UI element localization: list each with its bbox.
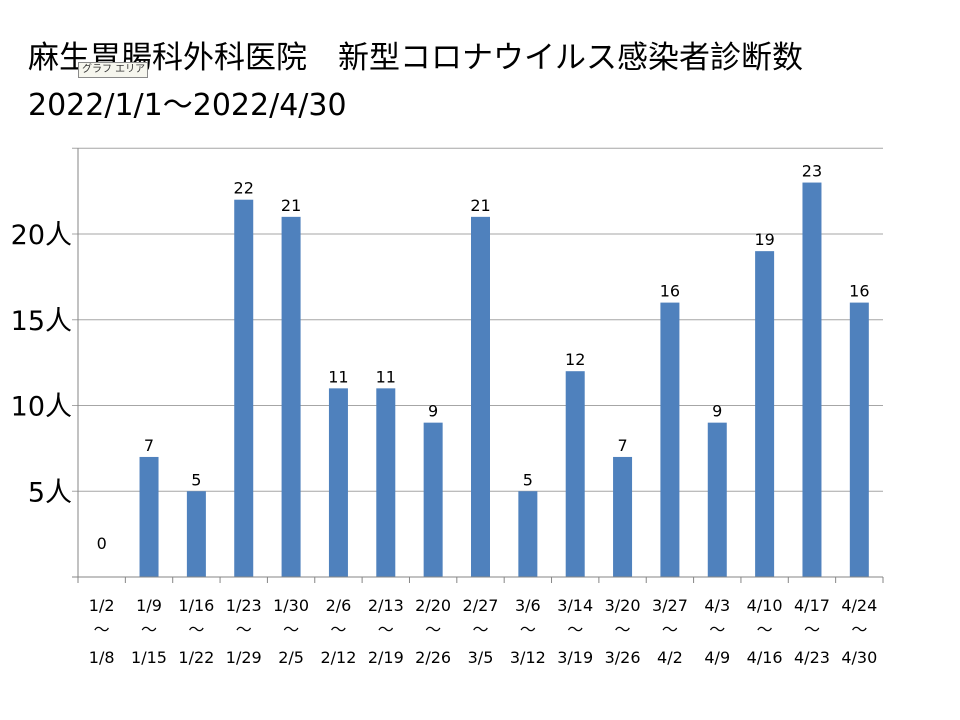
x-label-start: 4/17	[794, 596, 830, 615]
y-axis-labels: 5人 10人 15人 20人	[11, 220, 72, 508]
bar	[707, 422, 727, 577]
x-label-end: 1/22	[178, 648, 214, 667]
bar	[139, 456, 159, 577]
data-label: 12	[565, 350, 585, 369]
x-label-end: 3/26	[605, 648, 641, 667]
x-label-start: 1/9	[136, 596, 162, 615]
x-label-end: 2/26	[415, 648, 451, 667]
x-label-end: 2/5	[278, 648, 304, 667]
data-label: 11	[328, 367, 348, 386]
data-label: 21	[281, 196, 301, 215]
x-axis-labels: 1/2 ～ 1/8 1/9 ～ 1/15 1/16 ～ 1/22 1/23 ～ 1/29 1/30 ～ 2/…	[89, 596, 877, 667]
data-labels: 0 7 5 22 21 11 11 9 21 5 12 7 16 9 19 23 16	[97, 162, 870, 553]
x-label-end: 4/9	[704, 648, 730, 667]
bar	[423, 422, 443, 577]
x-label-start: 4/3	[704, 596, 730, 615]
x-label-start: 1/30	[273, 596, 309, 615]
x-label-separator: ～	[851, 620, 867, 639]
x-label-end: 1/8	[89, 648, 115, 667]
bar	[518, 491, 538, 577]
data-label: 23	[802, 162, 822, 181]
y-tick-label: 20人	[11, 220, 72, 251]
x-label-start: 1/2	[89, 596, 115, 615]
x-label-start: 2/13	[368, 596, 404, 615]
x-label-separator: ～	[283, 620, 299, 639]
x-label-start: 4/24	[841, 596, 877, 615]
data-label: 7	[617, 436, 627, 455]
x-label-start: 3/6	[515, 596, 541, 615]
data-label: 5	[191, 470, 201, 489]
data-label: 19	[754, 230, 774, 249]
x-label-separator: ～	[472, 620, 488, 639]
chart-area-tooltip: グラフ エリア	[78, 62, 148, 78]
x-label-separator: ～	[709, 620, 725, 639]
x-label-separator: ～	[425, 620, 441, 639]
x-label-separator: ～	[188, 620, 204, 639]
bar	[565, 371, 585, 577]
data-label: 16	[660, 282, 680, 301]
bar	[755, 251, 775, 577]
x-label-start: 1/23	[226, 596, 262, 615]
x-label-end: 2/19	[368, 648, 404, 667]
x-label-end: 4/30	[841, 648, 877, 667]
bars	[139, 182, 869, 578]
x-label-separator: ～	[520, 620, 536, 639]
data-label: 5	[523, 470, 533, 489]
bar	[660, 302, 680, 577]
x-label-separator: ～	[804, 620, 820, 639]
data-label: 9	[428, 402, 438, 421]
bar	[849, 302, 869, 577]
x-label-end: 2/12	[320, 648, 356, 667]
x-label-separator: ～	[567, 620, 583, 639]
data-label: 7	[144, 436, 154, 455]
data-label: 9	[712, 402, 722, 421]
data-label: 0	[97, 534, 107, 553]
x-label-start: 2/27	[463, 596, 499, 615]
x-label-separator: ～	[141, 620, 157, 639]
x-label-end: 3/5	[468, 648, 494, 667]
x-label-separator: ～	[330, 620, 346, 639]
bar	[802, 182, 822, 578]
data-label: 11	[376, 367, 396, 386]
x-label-end: 1/15	[131, 648, 167, 667]
data-label: 21	[470, 196, 490, 215]
x-label-end: 3/12	[510, 648, 546, 667]
x-label-start: 2/20	[415, 596, 451, 615]
x-label-end: 4/23	[794, 648, 830, 667]
x-label-separator: ～	[615, 620, 631, 639]
x-label-start: 3/20	[605, 596, 641, 615]
y-tick-label: 5人	[28, 477, 72, 508]
data-label: 22	[234, 179, 254, 198]
x-label-start: 1/16	[178, 596, 214, 615]
x-label-separator: ～	[236, 620, 252, 639]
x-label-end: 1/29	[226, 648, 262, 667]
x-label-separator: ～	[757, 620, 773, 639]
x-label-end: 4/16	[747, 648, 783, 667]
bar	[281, 216, 301, 577]
bar	[186, 491, 206, 577]
x-label-start: 4/10	[747, 596, 783, 615]
x-label-separator: ～	[378, 620, 394, 639]
bar	[376, 388, 396, 577]
x-label-separator: ～	[662, 620, 678, 639]
y-tick-label: 15人	[11, 306, 72, 337]
bar	[234, 199, 254, 577]
x-label-end: 4/2	[657, 648, 683, 667]
axes	[72, 148, 884, 583]
data-label: 16	[849, 282, 869, 301]
x-label-start: 3/14	[557, 596, 593, 615]
y-tick-label: 10人	[11, 392, 72, 423]
x-label-separator: ～	[94, 620, 110, 639]
bar	[613, 456, 633, 577]
chart-title: 麻生胃腸科外科医院 新型コロナウイルス感染者診断数	[28, 40, 803, 76]
chart-subtitle-date-range: 2022/1/1～2022/4/30	[28, 88, 347, 123]
bar	[471, 216, 490, 577]
x-label-end: 3/19	[557, 648, 593, 667]
x-label-start: 3/27	[652, 596, 688, 615]
x-label-start: 2/6	[326, 596, 352, 615]
bar	[328, 388, 348, 577]
